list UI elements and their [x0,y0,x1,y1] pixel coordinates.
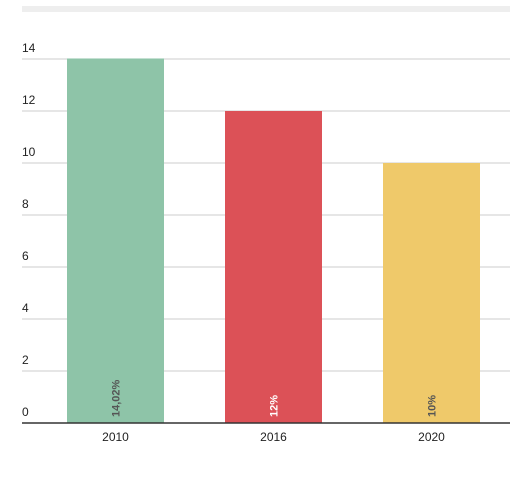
y-tick-label-4: 4 [22,301,29,315]
bar-2010 [67,58,164,423]
bar-2020 [383,163,480,423]
x-tick-label-2016: 2016 [260,430,287,444]
data-label-2020: 10% [427,395,439,417]
data-label-2010: 14,02% [111,379,123,417]
y-tick-label-12: 12 [22,93,36,107]
y-tick-label-0: 0 [22,405,29,419]
y-tick-label-6: 6 [22,249,29,263]
bars [67,58,480,423]
y-tick-label-2: 2 [22,353,29,367]
y-tick-label-14: 14 [22,41,36,55]
x-tick-label-2010: 2010 [102,430,129,444]
bar-2016 [225,111,322,423]
y-axis-ticks: 0 2 4 6 8 10 12 14 [22,41,36,419]
y-tick-label-10: 10 [22,145,36,159]
data-label-2016: 12% [269,395,281,417]
data-labels: 14,02% 12% 10% [111,379,439,417]
top-decorative-band [22,6,510,12]
x-axis-ticks: 2010 2016 2020 [102,430,445,444]
y-tick-label-8: 8 [22,197,29,211]
x-tick-label-2020: 2020 [418,430,445,444]
